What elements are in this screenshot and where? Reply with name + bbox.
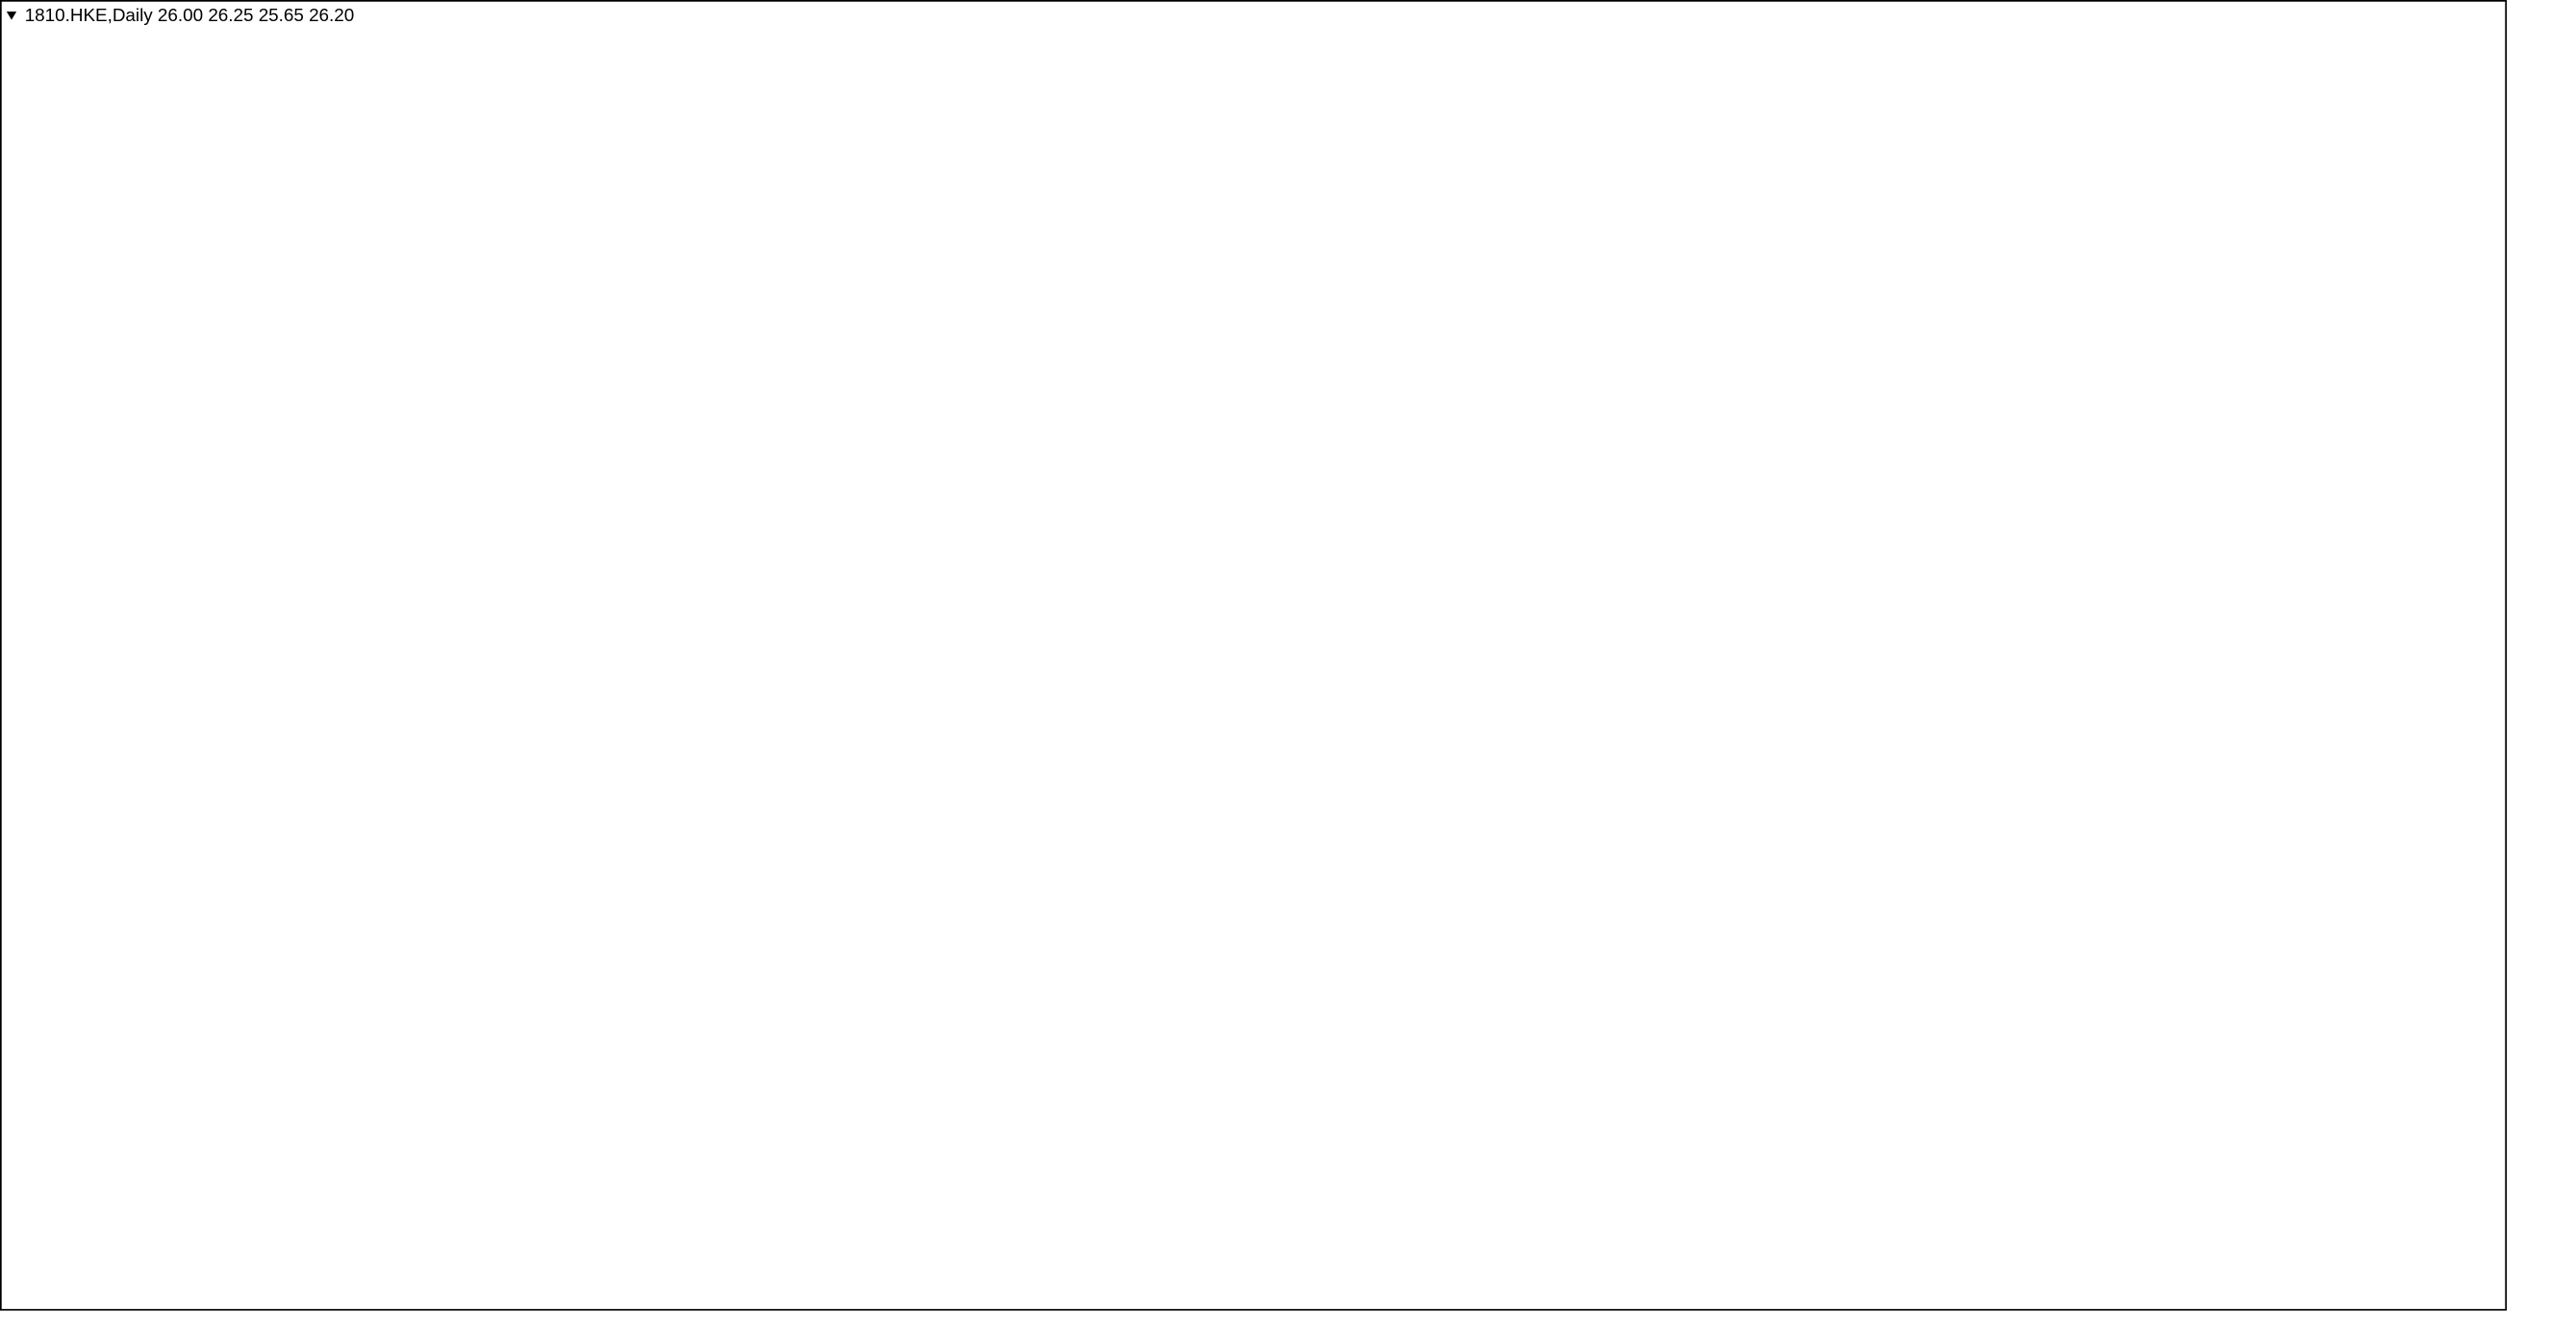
chart-header: 1810.HKE,Daily 26.00 26.25 25.65 26.20: [25, 5, 355, 25]
menu-arrow[interactable]: [6, 11, 17, 20]
plot-border: [0, 0, 2508, 1311]
